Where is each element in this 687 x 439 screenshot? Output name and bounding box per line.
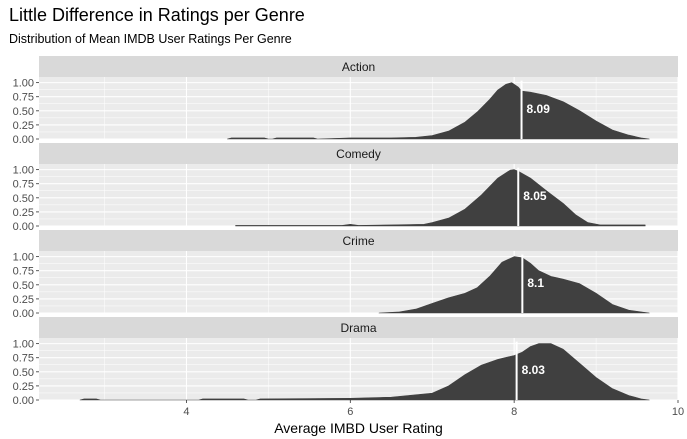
facet-action: Action 8.09 0.00 0.25 0.50 0.75 1.00	[13, 56, 679, 146]
y-tick-label: 0.50	[13, 106, 34, 118]
y-tick-label: 0.50	[13, 367, 34, 379]
x-tick-label: 6	[347, 406, 353, 418]
y-tick-label: 0.75	[13, 92, 34, 104]
y-tick-label: 0.25	[13, 294, 34, 306]
y-tick-label: 0.00	[13, 395, 34, 407]
mean-label-crime: 8.1	[527, 276, 544, 290]
x-tick-label: 10	[672, 406, 684, 418]
y-tick-label: 0.25	[13, 381, 34, 393]
mean-label-comedy: 8.05	[523, 189, 547, 203]
y-tick-label: 1.00	[13, 78, 34, 90]
facet-crime: Crime 8.1 0.00 0.25 0.50 0.75 1.00	[13, 230, 679, 320]
facet-label-comedy: Comedy	[336, 147, 381, 161]
chart-title: Little Difference in Ratings per Genre	[9, 5, 305, 25]
facet-strip-drama	[39, 317, 678, 338]
facet-strip-comedy	[39, 143, 678, 164]
y-tick-label: 0.75	[13, 353, 34, 365]
density-area-comedy	[235, 169, 646, 227]
facet-label-crime: Crime	[343, 234, 375, 248]
y-tick-label: 0.75	[13, 266, 34, 278]
facet-strip-crime	[39, 230, 678, 251]
mean-label-action: 8.09	[527, 102, 551, 116]
y-tick-label: 0.50	[13, 193, 34, 205]
density-area-action	[227, 82, 650, 140]
y-tick-label: 0.25	[13, 120, 34, 132]
density-area-drama	[79, 343, 650, 401]
y-tick-label: 1.00	[13, 165, 34, 177]
x-tick-label: 8	[511, 406, 517, 418]
y-tick-label: 0.00	[13, 134, 34, 146]
facet-panel-comedy	[39, 164, 678, 226]
facet-label-action: Action	[342, 60, 375, 74]
facet-comedy: Comedy 8.05 0.00 0.25 0.50 0.75 1.00	[13, 143, 679, 233]
mean-label-drama: 8.03	[522, 363, 546, 377]
chart-subtitle: Distribution of Mean IMDB User Ratings P…	[9, 32, 292, 46]
density-area-crime	[378, 256, 650, 314]
x-tick-label: 4	[183, 406, 189, 418]
x-axis-label: Average IMBD User Rating	[274, 420, 443, 436]
y-tick-label: 0.50	[13, 280, 34, 292]
facet-strip-action	[39, 56, 678, 77]
y-tick-label: 0.00	[13, 308, 34, 320]
y-tick-label: 0.25	[13, 207, 34, 219]
facet-drama: Drama 8.03 0.00 0.25 0.50 0.75 1.00	[13, 317, 679, 407]
y-tick-label: 1.00	[13, 252, 34, 264]
y-tick-label: 1.00	[13, 339, 34, 351]
y-tick-label: 0.00	[13, 221, 34, 233]
facet-label-drama: Drama	[340, 321, 376, 335]
y-tick-label: 0.75	[13, 179, 34, 191]
